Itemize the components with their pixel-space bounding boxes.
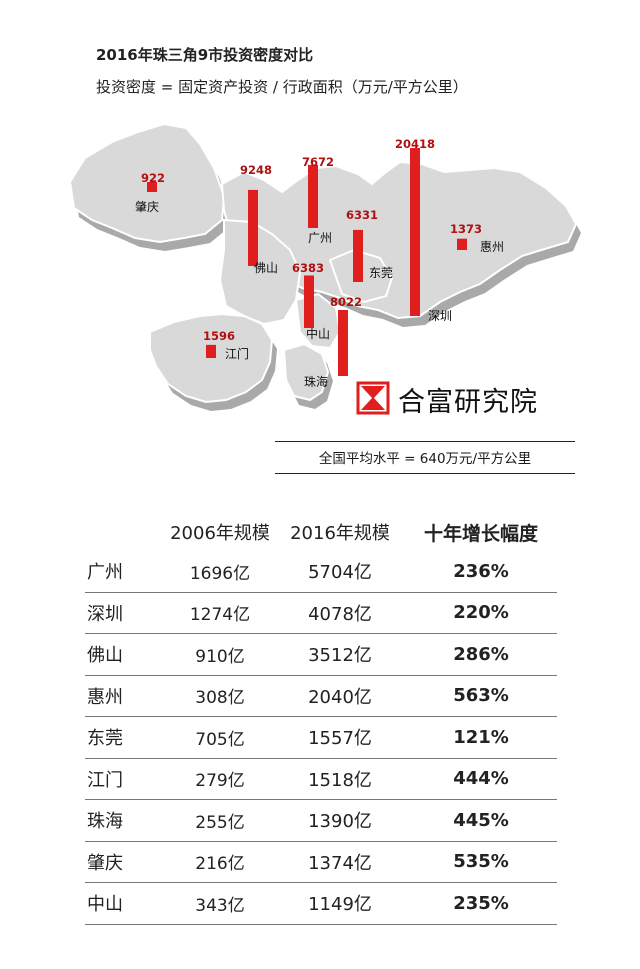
row-value-2016: 3512亿 xyxy=(275,633,405,676)
row-value-2006: 343亿 xyxy=(165,882,275,925)
row-city: 惠州 xyxy=(85,675,165,717)
row-value-2016: 2040亿 xyxy=(275,675,405,717)
row-value-2006: 910亿 xyxy=(165,633,275,676)
row-city: 佛山 xyxy=(85,633,165,676)
city-name-label-1: 佛山 xyxy=(254,261,278,275)
density-bar-4 xyxy=(304,275,314,328)
density-value-label-8: 1373 xyxy=(450,222,482,236)
pearl-river-delta-map: 922 肇庆 9248 佛山 7672 广州 1596 江门 6383 中山 6331 东莞 8022 珠… xyxy=(68,122,581,418)
table-row: 深圳 1274亿 4078亿 220% xyxy=(85,592,557,634)
row-growth: 563% xyxy=(405,675,557,717)
row-value-2006: 255亿 xyxy=(165,799,275,842)
row-value-2006: 279亿 xyxy=(165,758,275,800)
density-bar-2 xyxy=(308,164,318,228)
row-growth: 236% xyxy=(405,551,557,593)
row-value-2006: 705亿 xyxy=(165,716,275,759)
chart-title: 2016年珠三角9市投资密度对比 xyxy=(96,46,314,64)
row-value-2016: 4078亿 xyxy=(275,592,405,634)
density-value-label-3: 1596 xyxy=(203,329,235,343)
brand-logo: 合富研究院 xyxy=(356,381,538,418)
row-city: 珠海 xyxy=(85,799,165,842)
row-growth: 535% xyxy=(405,841,557,883)
density-value-label-7: 20418 xyxy=(395,137,435,151)
row-growth: 444% xyxy=(405,758,557,800)
density-value-label-6: 8022 xyxy=(330,295,362,309)
city-name-label-8: 惠州 xyxy=(480,240,504,254)
table-row: 江门 279亿 1518亿 444% xyxy=(85,758,557,800)
table-row: 东莞 705亿 1557亿 121% xyxy=(85,716,557,759)
table-row: 佛山 910亿 3512亿 286% xyxy=(85,633,557,676)
row-growth: 220% xyxy=(405,592,557,634)
table-row: 惠州 308亿 2040亿 563% xyxy=(85,675,557,717)
row-value-2006: 216亿 xyxy=(165,841,275,883)
density-bar-5 xyxy=(353,229,363,282)
table-row: 珠海 255亿 1390亿 445% xyxy=(85,799,557,842)
density-bar-6 xyxy=(338,309,348,376)
density-bar-3 xyxy=(206,344,216,358)
city-name-label-0: 肇庆 xyxy=(135,199,159,214)
table-row: 肇庆 216亿 1374亿 535% xyxy=(85,841,557,883)
header-growth: 十年增长幅度 xyxy=(423,522,538,545)
brand-name: 合富研究院 xyxy=(398,387,538,418)
header-2006: 2006年规模 xyxy=(170,523,270,544)
row-city: 中山 xyxy=(85,882,165,925)
density-value-label-0: 922 xyxy=(141,171,165,185)
city-name-label-5: 东莞 xyxy=(369,266,393,280)
header-city xyxy=(85,513,165,551)
density-value-label-1: 9248 xyxy=(240,163,272,177)
investment-growth-table: 2006年规模 2016年规模 十年增长幅度 广州 1696亿 5704亿 23… xyxy=(85,513,557,925)
row-value-2006: 1696亿 xyxy=(165,551,275,593)
national-average-note: 全国平均水平 = 640万元/平方公里 xyxy=(275,441,575,474)
row-city: 广州 xyxy=(85,551,165,593)
density-bar-1 xyxy=(248,189,258,266)
row-growth: 121% xyxy=(405,716,557,759)
row-city: 肇庆 xyxy=(85,841,165,883)
row-value-2016: 1557亿 xyxy=(275,716,405,759)
density-value-label-5: 6331 xyxy=(346,208,378,222)
table-header-row: 2006年规模 2016年规模 十年增长幅度 xyxy=(85,513,557,551)
density-value-label-2: 7672 xyxy=(302,155,334,169)
row-value-2016: 1374亿 xyxy=(275,841,405,883)
row-growth: 235% xyxy=(405,882,557,925)
row-value-2016: 1518亿 xyxy=(275,758,405,800)
row-city: 深圳 xyxy=(85,592,165,634)
density-bar-0 xyxy=(147,182,157,192)
density-bar-7 xyxy=(410,148,420,316)
density-value-label-4: 6383 xyxy=(292,261,324,275)
row-value-2006: 1274亿 xyxy=(165,592,275,634)
row-value-2016: 5704亿 xyxy=(275,551,405,593)
row-growth: 286% xyxy=(405,633,557,676)
row-city: 东莞 xyxy=(85,716,165,759)
row-value-2016: 1149亿 xyxy=(275,882,405,925)
density-bar-8 xyxy=(457,238,467,250)
header-2016: 2016年规模 xyxy=(290,523,390,544)
row-city: 江门 xyxy=(85,758,165,800)
city-name-label-7: 深圳 xyxy=(428,309,452,323)
city-name-label-6: 珠海 xyxy=(304,374,328,389)
city-name-label-4: 中山 xyxy=(306,326,330,341)
city-name-label-3: 江门 xyxy=(225,346,249,361)
city-name-label-2: 广州 xyxy=(308,231,332,245)
table-row: 广州 1696亿 5704亿 236% xyxy=(85,551,557,593)
chart-subtitle: 投资密度 = 固定资产投资 / 行政面积（万元/平方公里） xyxy=(96,78,468,96)
row-growth: 445% xyxy=(405,799,557,842)
table-row: 中山 343亿 1149亿 235% xyxy=(85,882,557,925)
row-value-2016: 1390亿 xyxy=(275,799,405,842)
row-value-2006: 308亿 xyxy=(165,675,275,717)
